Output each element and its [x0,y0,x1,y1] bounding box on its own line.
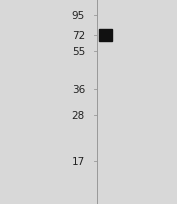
Text: 95: 95 [72,11,85,21]
Text: 72: 72 [72,31,85,41]
Text: 55: 55 [72,47,85,57]
Text: 36: 36 [72,85,85,95]
Text: 17: 17 [72,156,85,166]
Text: 28: 28 [72,110,85,120]
Bar [99,30,112,41]
